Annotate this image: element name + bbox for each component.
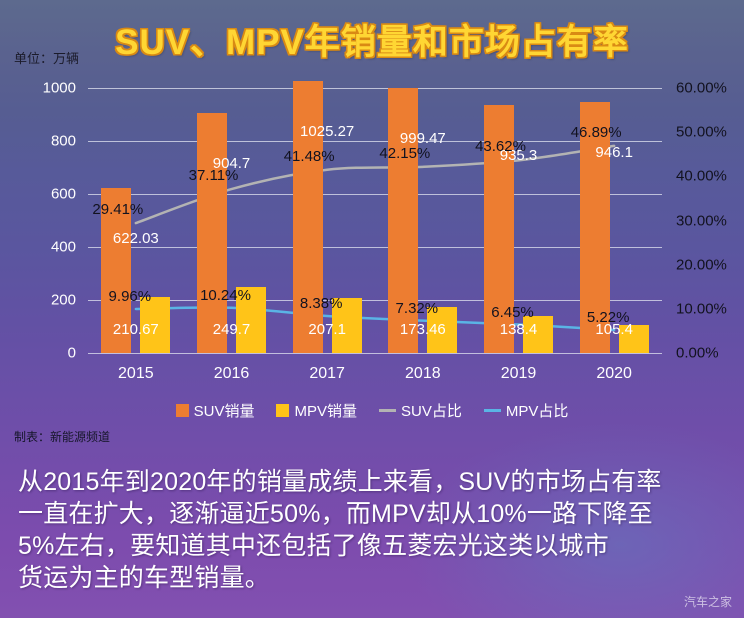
legend-swatch-icon bbox=[175, 404, 189, 417]
x-axis-label-2016: 2016 bbox=[213, 365, 250, 382]
bar-suv-2016 bbox=[197, 113, 227, 353]
label-suv-value-2015: 622.03 bbox=[112, 230, 159, 248]
label-mpv-share-2020: 5.22% bbox=[586, 308, 630, 326]
y-axis-tick-right: 50.00% bbox=[676, 123, 727, 141]
y-axis-tick-left: 0 bbox=[67, 344, 76, 362]
label-mpv-value-2015: 210.67 bbox=[112, 321, 159, 338]
legend-item-MPV销量[interactable]: MPV销量 bbox=[276, 400, 357, 421]
x-axis-label-2015: 2015 bbox=[118, 365, 154, 382]
legend-item-MPV占比[interactable]: MPV占比 bbox=[483, 400, 569, 421]
label-suv-share-2015: 29.41% bbox=[92, 201, 144, 219]
x-axis-label-2020: 2020 bbox=[596, 365, 632, 382]
legend-label: SUV销量 bbox=[193, 403, 255, 420]
label-suv-share-2017: 41.48% bbox=[283, 147, 335, 165]
x-axis-label-2019: 2019 bbox=[500, 365, 537, 382]
legend-line-icon bbox=[483, 409, 501, 412]
gridline bbox=[88, 300, 662, 301]
y-axis-tick-right: 10.00% bbox=[676, 300, 727, 318]
y-axis-tick-left: 1000 bbox=[42, 79, 76, 97]
bar-suv-2018 bbox=[388, 88, 419, 353]
label-suv-share-2016: 37.11% bbox=[188, 167, 239, 185]
chart-legend: SUV销量 MPV销量 SUV占比 MPV占比 bbox=[0, 400, 744, 421]
label-mpv-value-2017: 207.1 bbox=[308, 321, 346, 338]
bar-suv-2017 bbox=[292, 81, 323, 353]
caption-line-1: 从2015年到2020年的销量成绩上来看，SUV的市场占有率 bbox=[18, 468, 662, 496]
gridline bbox=[88, 141, 662, 142]
label-mpv-share-2017: 8.38% bbox=[299, 294, 343, 312]
bar-suv-2020 bbox=[579, 102, 610, 353]
label-suv-value-2020: 946.1 bbox=[595, 144, 633, 162]
watermark: 汽车之家 bbox=[683, 595, 732, 609]
label-suv-share-2020: 46.89% bbox=[570, 123, 622, 141]
label-suv-value-2017: 1025.27 bbox=[300, 123, 355, 141]
label-mpv-value-2020: 105.4 bbox=[595, 321, 633, 338]
label-mpv-value-2019: 138.4 bbox=[499, 321, 538, 338]
gridline bbox=[88, 247, 662, 248]
label-mpv-value-2016: 249.7 bbox=[212, 321, 251, 338]
label-suv-share-2018: 42.15% bbox=[379, 144, 431, 162]
bar-mpv-2017 bbox=[331, 298, 362, 353]
y-axis-tick-left: 200 bbox=[50, 291, 76, 309]
x-axis-label-2018: 2018 bbox=[405, 365, 441, 382]
bar-mpv-2016 bbox=[236, 286, 266, 353]
bar-mpv-2018 bbox=[427, 307, 458, 353]
y-axis-tick-left: 400 bbox=[50, 238, 76, 256]
page-title: SUV、MPV年销量和市场占有率 bbox=[115, 23, 629, 62]
label-mpv-share-2019: 6.45% bbox=[491, 303, 534, 321]
legend-item-SUV占比[interactable]: SUV占比 bbox=[379, 400, 462, 421]
y-axis-tick-left: 800 bbox=[50, 132, 76, 150]
legend-label: MPV销量 bbox=[294, 403, 357, 420]
y-axis-unit-label: 单位：万辆 bbox=[14, 51, 80, 66]
legend-item-SUV销量[interactable]: SUV销量 bbox=[175, 400, 255, 421]
x-axis-label-2017: 2017 bbox=[309, 365, 345, 382]
label-mpv-value-2018: 173.46 bbox=[399, 321, 446, 338]
label-mpv-share-2015: 9.96% bbox=[108, 288, 152, 305]
bar-mpv-2020 bbox=[618, 325, 649, 353]
legend-label: SUV占比 bbox=[401, 403, 462, 420]
y-axis-tick-right: 60.00% bbox=[676, 79, 727, 97]
label-mpv-share-2018: 7.32% bbox=[395, 299, 439, 317]
y-axis-tick-right: 30.00% bbox=[676, 212, 727, 229]
plot-area: 0 200 400 600 800 1000 0.00% 10.00% 20.00% 30.00%… bbox=[43, 80, 727, 362]
caption-text: 从2015年到2020年的销量成绩上来看，SUV的市场占有率 一直在扩大，逐渐逼近… bbox=[18, 466, 730, 594]
caption-line-4: 货运为主的车型销量。 bbox=[18, 564, 271, 592]
legend-swatch-icon bbox=[276, 404, 290, 417]
caption-line-3: 5%左右，要知道其中还包括了像五菱宏光这类以城市 bbox=[18, 532, 609, 560]
bar-mpv-2015 bbox=[140, 297, 171, 353]
caption-line-2: 一直在扩大，逐渐逼近50%，而MPV却从10%一路下降至 bbox=[18, 500, 653, 528]
legend-label: MPV占比 bbox=[505, 403, 569, 420]
y-axis-tick-right: 20.00% bbox=[676, 256, 727, 274]
gridline bbox=[88, 88, 662, 89]
bar-suv-2019 bbox=[484, 105, 514, 353]
label-mpv-share-2016: 10.24% bbox=[200, 286, 251, 304]
label-suv-value-2016: 904.7 bbox=[212, 155, 251, 173]
bar-mpv-2019 bbox=[523, 316, 553, 353]
label-suv-value-2018: 999.47 bbox=[399, 130, 446, 148]
gridline bbox=[88, 194, 662, 195]
label-suv-share-2019: 43.62% bbox=[475, 138, 526, 156]
source-note: 制表：新能源频道 bbox=[14, 430, 111, 444]
bar-suv-2015 bbox=[101, 188, 132, 353]
legend-line-icon bbox=[379, 409, 396, 412]
label-suv-value-2019: 935.3 bbox=[499, 147, 538, 165]
y-axis-tick-left: 600 bbox=[50, 185, 76, 203]
y-axis-tick-right: 0.00% bbox=[676, 344, 719, 362]
gridline bbox=[88, 353, 662, 354]
y-axis-tick-right: 40.00% bbox=[676, 167, 727, 185]
